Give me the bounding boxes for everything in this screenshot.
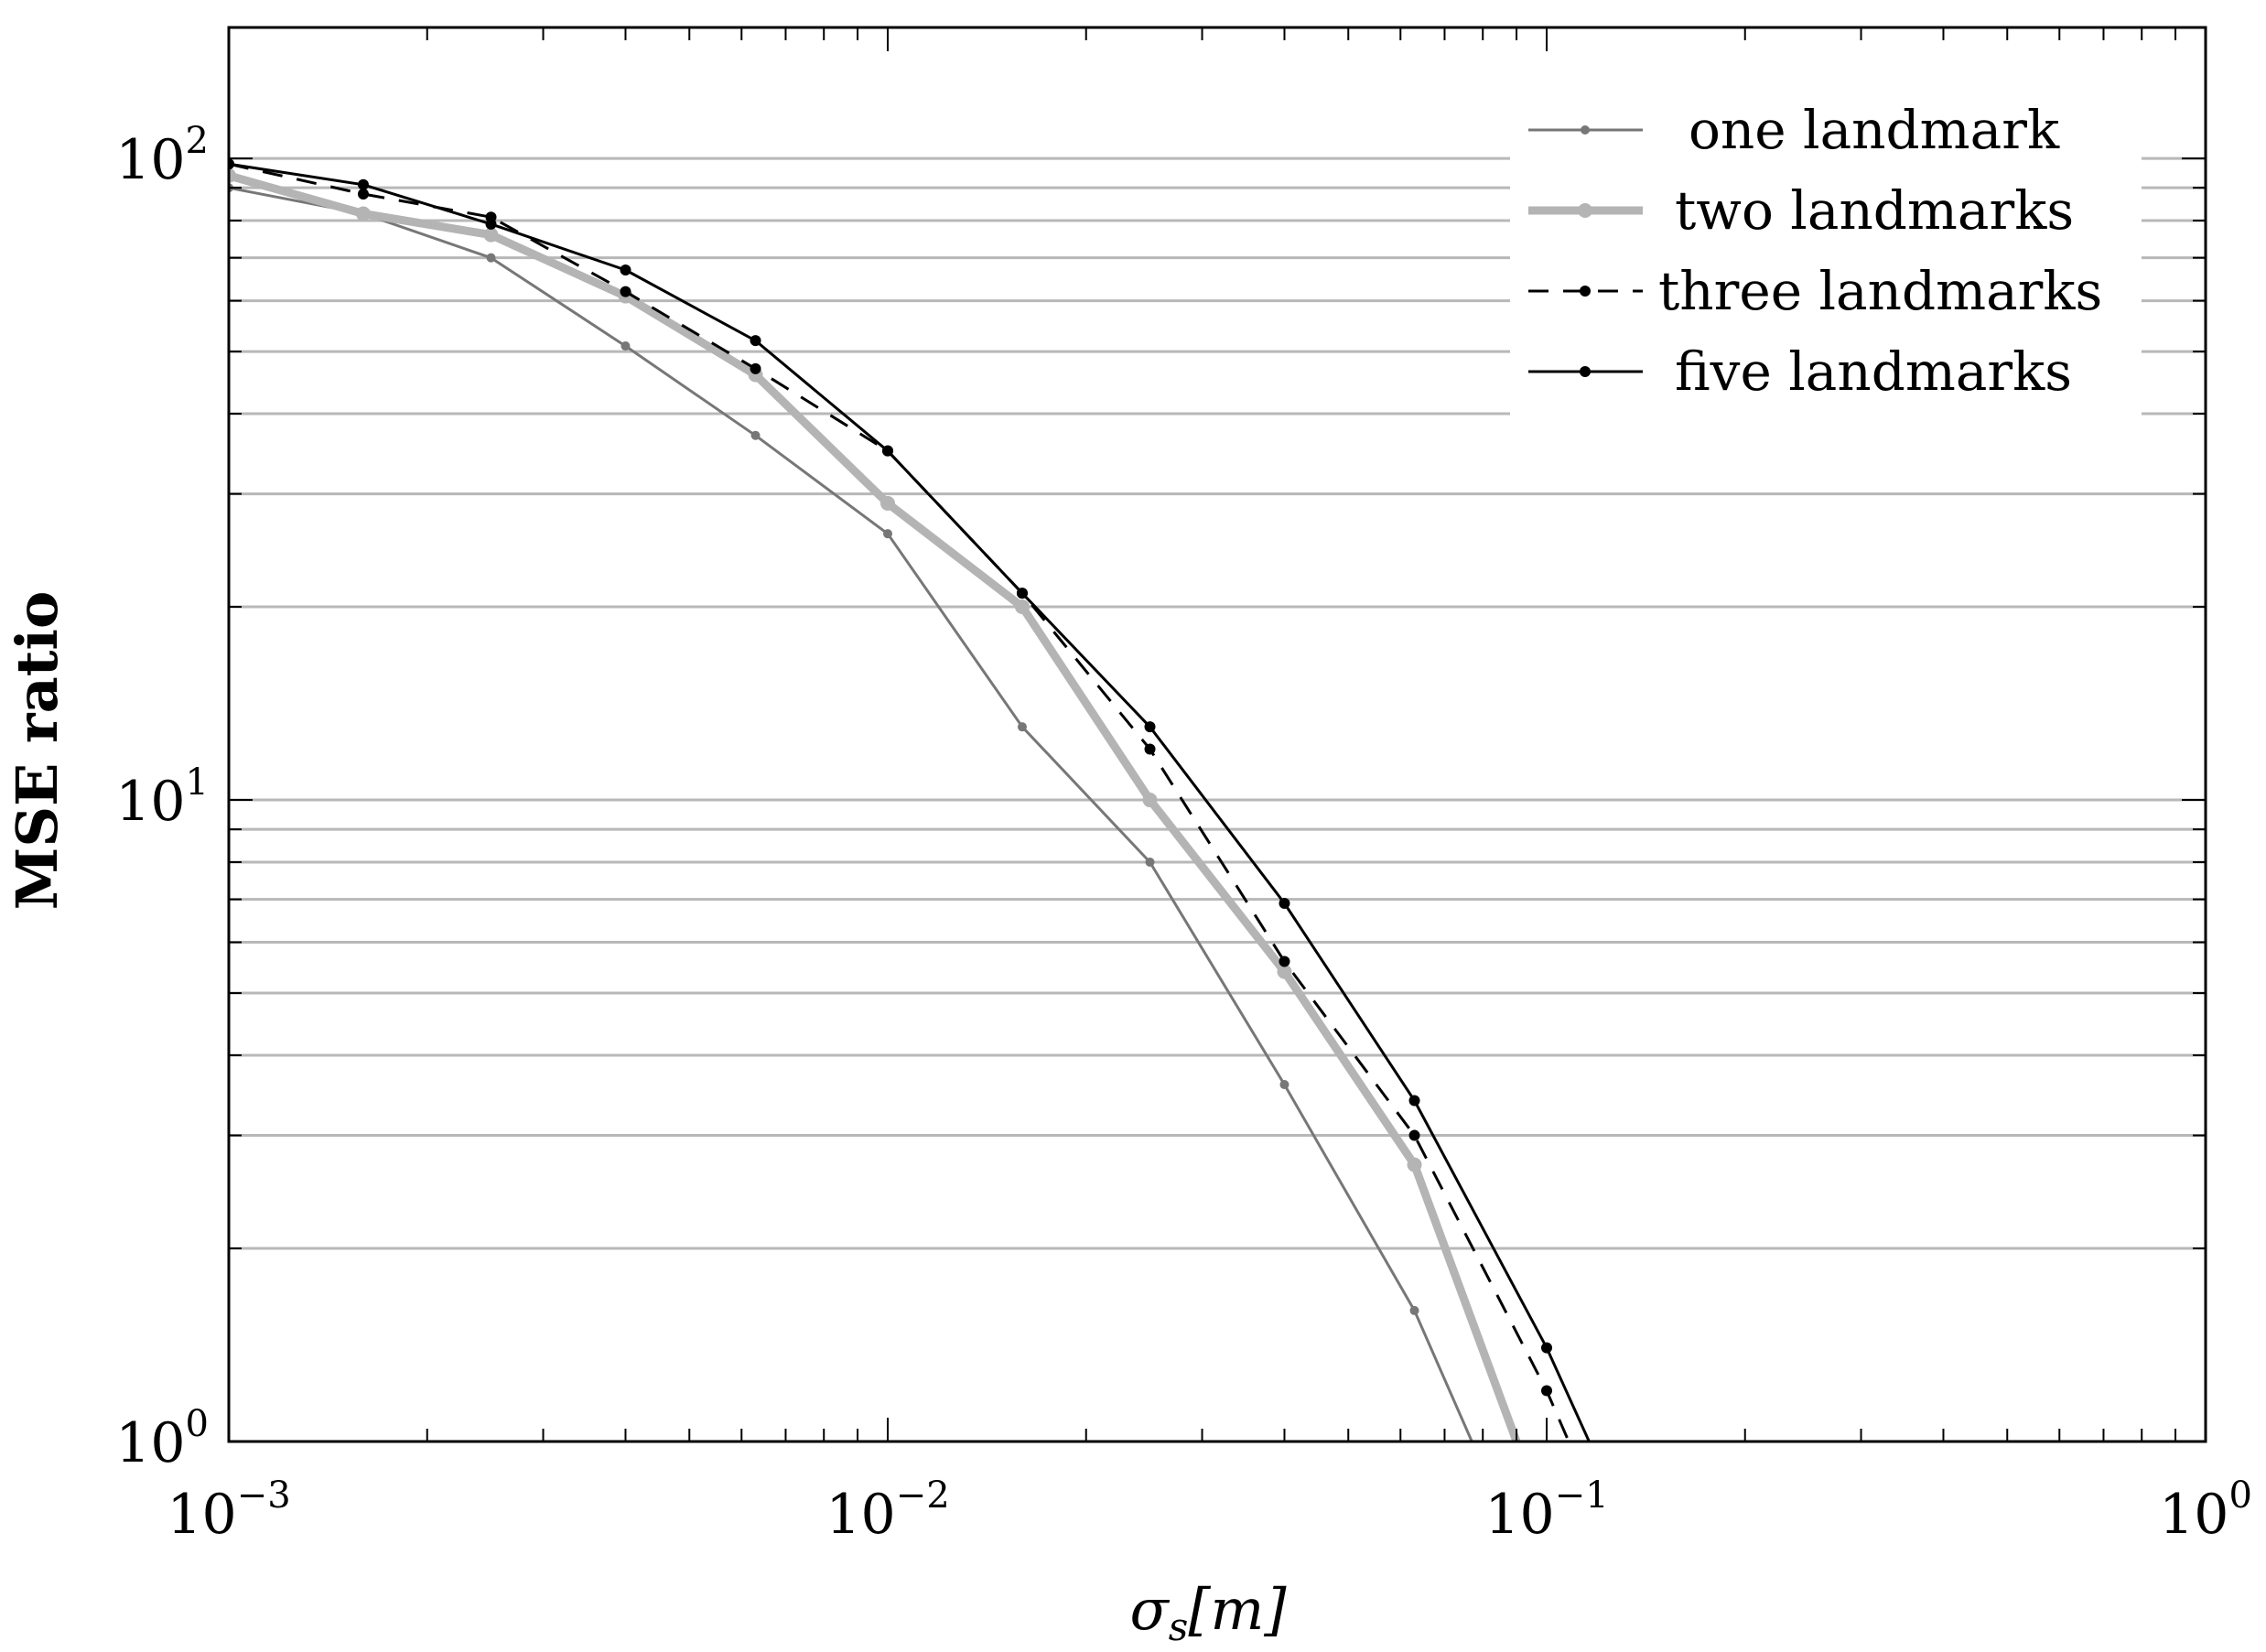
- series-point-two-landmarks-5: [880, 495, 895, 511]
- series-point-two-landmarks-1: [355, 206, 371, 221]
- x-tick-label-base-3: 10: [2159, 1483, 2228, 1547]
- series-point-one-landmark-6: [1017, 722, 1027, 732]
- series-point-one-landmark-5: [883, 529, 892, 539]
- legend-marker-three-landmarks: [1580, 286, 1591, 297]
- series-point-five-landmarks-7: [1144, 721, 1156, 733]
- series-point-five-landmarks-8: [1279, 898, 1290, 910]
- x-tick-label-exp-1: −2: [896, 1474, 950, 1517]
- x-axis-label-symbol: σ: [1129, 1576, 1170, 1643]
- legend-label-three-landmarks: three landmarks: [1658, 260, 2102, 322]
- legend-marker-two-landmarks: [1578, 203, 1592, 218]
- legend-label-one-landmark: one landmark: [1689, 99, 2060, 161]
- x-tick-label-3: 100: [2159, 1474, 2252, 1547]
- series-point-two-landmarks-0: [229, 167, 236, 183]
- legend-background: [1510, 87, 2142, 416]
- x-axis-label: σs[m]: [1129, 1576, 1287, 1649]
- series-point-three-landmarks-7: [1144, 743, 1156, 755]
- x-axis-label-subscript: s: [1169, 1604, 1189, 1649]
- series-point-five-landmarks-2: [485, 218, 497, 230]
- series-line-one-landmark: [229, 186, 1473, 1441]
- legend-marker-five-landmarks: [1580, 366, 1591, 377]
- x-tick-label-base-2: 10: [1484, 1483, 1554, 1547]
- x-tick-label-1: 10−2: [825, 1474, 949, 1547]
- y-tick-label-exp-2: 2: [186, 120, 209, 162]
- series-point-one-landmark-7: [1145, 857, 1155, 867]
- series-point-two-landmarks-2: [483, 227, 499, 243]
- ticks: [228, 27, 2207, 1442]
- series-point-one-landmark-2: [486, 253, 496, 263]
- plot-frame: [227, 26, 2207, 1443]
- series-point-five-landmarks-6: [1016, 588, 1028, 599]
- series-point-two-landmarks-9: [1407, 1157, 1422, 1172]
- x-tick-label-exp-2: −1: [1555, 1474, 1609, 1517]
- series-point-five-landmarks-9: [1408, 1095, 1420, 1107]
- x-axis-label-unit: [m]: [1188, 1576, 1287, 1643]
- y-tick-label-base-2: 10: [115, 128, 185, 192]
- y-tick-label-base-1: 10: [115, 770, 185, 834]
- x-tick-label-0: 10−3: [167, 1474, 290, 1547]
- legend-entry-three-landmarks: three landmarks: [1528, 260, 2102, 322]
- series-point-five-landmarks-1: [357, 178, 369, 190]
- series-point-one-landmark-4: [750, 430, 761, 440]
- y-axis-label: MSE ratio: [4, 591, 70, 911]
- legend-entry-two-landmarks: two landmarks: [1528, 179, 2074, 242]
- series-layer: [229, 158, 1591, 1441]
- series-point-five-landmarks-4: [750, 335, 761, 347]
- series-point-three-landmarks-1: [357, 188, 369, 200]
- x-tick-label-2: 10−1: [1484, 1474, 1608, 1547]
- series-line-three-landmarks: [229, 162, 1570, 1441]
- series-point-three-landmarks-8: [1279, 956, 1290, 967]
- series-point-two-landmarks-8: [1277, 964, 1292, 979]
- legend-label-five-landmarks: five landmarks: [1675, 340, 2072, 403]
- legend: one landmark two landmarks three landmar…: [1510, 87, 2142, 416]
- series-point-one-landmark-8: [1279, 1080, 1289, 1090]
- series-point-two-landmarks-6: [1014, 599, 1030, 615]
- x-tick-label-exp-3: 0: [2228, 1474, 2251, 1517]
- x-tick-label-base-1: 10: [825, 1483, 895, 1547]
- x-tick-label-exp-0: −3: [237, 1474, 291, 1517]
- series-point-three-landmarks-9: [1408, 1129, 1420, 1141]
- series-line-five-landmarks: [229, 162, 1591, 1441]
- series-point-one-landmark-9: [1409, 1305, 1419, 1315]
- y-tick-label-base-0: 10: [115, 1411, 185, 1475]
- y-tick-label-exp-0: 0: [186, 1403, 209, 1445]
- series-point-five-landmarks-3: [620, 264, 631, 275]
- series-point-three-landmarks-3: [620, 286, 631, 297]
- y-tick-label-0: 100: [115, 1403, 209, 1475]
- y-tick-label-2: 102: [115, 120, 209, 192]
- series-point-one-landmark-3: [620, 341, 631, 351]
- x-tick-label-base-0: 10: [167, 1483, 236, 1547]
- series-line-two-landmarks: [229, 171, 1521, 1441]
- series-point-three-landmarks-10: [1541, 1385, 1552, 1397]
- legend-entry-five-landmarks: five landmarks: [1528, 340, 2072, 403]
- series-point-five-landmarks-5: [882, 445, 893, 457]
- legend-entry-one-landmark: one landmark: [1528, 99, 2060, 161]
- series-point-three-landmarks-4: [750, 362, 761, 374]
- y-tick-label-1: 101: [115, 761, 209, 834]
- legend-label-two-landmarks: two landmarks: [1675, 179, 2074, 242]
- series-point-two-landmarks-7: [1142, 793, 1158, 808]
- y-tick-label-exp-1: 1: [186, 761, 209, 804]
- series-point-five-landmarks-10: [1541, 1342, 1552, 1354]
- legend-marker-one-landmark: [1581, 125, 1590, 135]
